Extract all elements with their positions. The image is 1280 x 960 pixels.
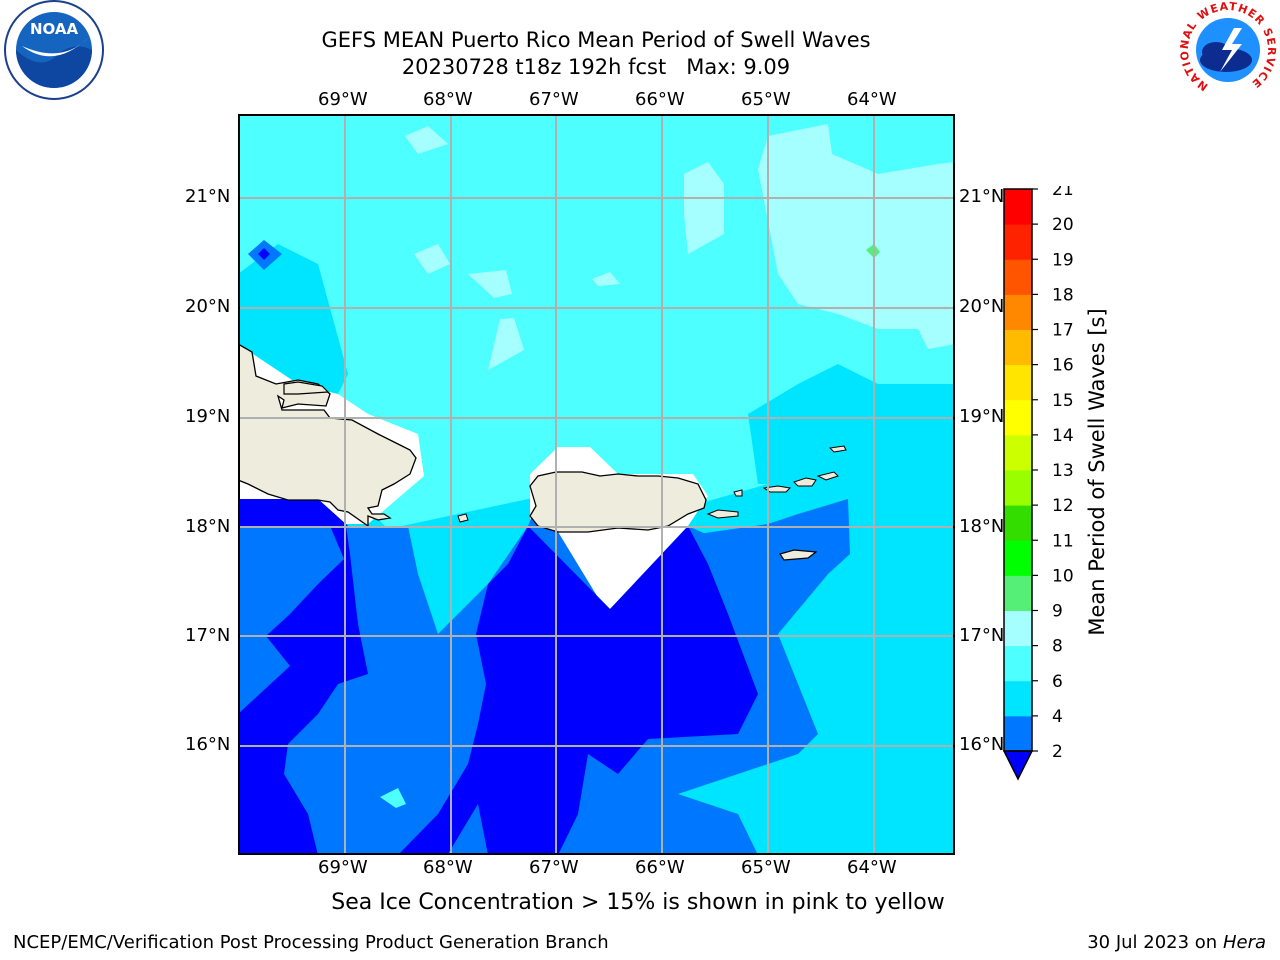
colorbar-bin	[1004, 470, 1032, 506]
colorbar-tick-label: 11	[1052, 531, 1074, 551]
top-lon-label: 65°W	[741, 89, 791, 110]
swell-contour-8-9	[468, 270, 512, 298]
swell-contour-8-9	[414, 244, 450, 274]
bottom-lon-label: 64°W	[847, 857, 897, 878]
footer-date-text: 30 Jul 2023 on	[1087, 932, 1218, 953]
top-lon-label: 66°W	[635, 89, 685, 110]
footer-date: 30 Jul 2023 on Hera	[1087, 932, 1266, 953]
land-tortola	[816, 471, 839, 481]
swell-contour-8-9	[592, 272, 620, 286]
colorbar-tick-label: 2	[1052, 742, 1063, 762]
top-lon-label: 68°W	[423, 89, 473, 110]
left-lat-label: 16°N	[185, 734, 231, 755]
right-lat-label: 21°N	[959, 186, 1005, 207]
colorbar-tick-label: 12	[1052, 496, 1074, 516]
land-culebra	[706, 509, 739, 519]
land-anegada	[828, 445, 847, 453]
colorbar-bin	[1004, 645, 1032, 682]
colorbar-bin	[1004, 364, 1032, 401]
left-lat-label: 17°N	[185, 625, 231, 646]
colorbar-tick-label: 6	[1052, 672, 1063, 692]
colorbar-tick-label: 15	[1052, 391, 1074, 411]
right-lat-label: 20°N	[959, 296, 1005, 317]
swell-contour-8-9	[405, 126, 448, 154]
left-lat-label: 18°N	[185, 516, 231, 537]
swell-contour-below-2	[258, 248, 270, 260]
map-title-line1: GEFS MEAN Puerto Rico Mean Period of Swe…	[321, 28, 871, 52]
colorbar-bin	[1004, 680, 1032, 717]
colorbar-tick-label: 21	[1052, 186, 1074, 200]
land-mona-island	[457, 513, 469, 523]
colorbar-label: Mean Period of Swell Waves [s]	[1085, 308, 1109, 636]
colorbar-extension	[1002, 750, 1034, 781]
bottom-lon-label: 69°W	[318, 857, 368, 878]
bottom-lon-label: 65°W	[741, 857, 791, 878]
top-lon-label: 69°W	[318, 89, 368, 110]
colorbar-bin	[1004, 259, 1032, 295]
footer-machine: Hera	[1222, 932, 1266, 953]
swell-contour-2-4	[698, 499, 848, 594]
colorbar: 2 4 6 8 9 10 11 12 13 14 15 16 17 18 19 20 21	[1000, 180, 1140, 786]
colorbar-bin	[1004, 505, 1032, 541]
graticule	[238, 114, 955, 855]
colorbar-tick-label: 10	[1052, 566, 1074, 586]
swell-contour-8-9	[488, 318, 524, 370]
bottom-lon-label: 67°W	[529, 857, 579, 878]
colorbar-tick-label: 13	[1052, 461, 1074, 481]
colorbar-bin	[1004, 610, 1032, 647]
colorbar-bin	[1004, 399, 1032, 436]
bottom-lon-label: 68°W	[423, 857, 473, 878]
map-frame	[238, 114, 955, 855]
footer-credit: NCEP/EMC/Verification Post Processing Pr…	[13, 932, 609, 953]
nws-logo: NATIONAL WEATHER SERVICE	[1176, 0, 1280, 100]
top-lon-label: 64°W	[847, 89, 897, 110]
land-st-john	[793, 477, 817, 487]
colorbar-bin	[1004, 715, 1032, 752]
land-st-croix	[779, 549, 818, 561]
colorbar-tick-label: 19	[1052, 250, 1074, 270]
left-lat-label: 20°N	[185, 296, 231, 317]
colorbar-tick-label: 8	[1052, 637, 1063, 657]
colorbar-bin	[1004, 575, 1032, 611]
colorbar-graphic: 2 4 6 8 9 10 11 12 13 14 15 16 17 18 19 20 21	[1002, 180, 1074, 781]
colorbar-bin	[1004, 189, 1032, 225]
sea-ice-note: Sea Ice Concentration > 15% is shown in …	[331, 890, 945, 915]
right-lat-label: 17°N	[959, 625, 1005, 646]
colorbar-bin	[1004, 540, 1032, 576]
left-lat-label: 19°N	[185, 406, 231, 427]
colorbar-bin	[1004, 224, 1032, 260]
left-lat-label: 21°N	[185, 186, 231, 207]
right-lat-label: 16°N	[959, 734, 1005, 755]
colorbar-tick-label: 17	[1052, 321, 1074, 341]
swell-contour-6-8	[380, 788, 406, 808]
swell-period-map	[237, 114, 955, 855]
colorbar-tick-label: 9	[1052, 602, 1063, 622]
bottom-lon-label: 66°W	[635, 857, 685, 878]
map-title-line2: 20230728 t18z 192h fcst Max: 9.09	[401, 55, 791, 79]
swell-contour-8-9	[684, 162, 724, 254]
swell-contour-below-2	[398, 526, 758, 855]
colorbar-bin	[1004, 434, 1032, 471]
colorbar-bin	[1004, 329, 1032, 366]
land-tortuga	[283, 381, 330, 395]
colorbar-tick-label: 4	[1052, 707, 1063, 727]
land-hispaniola	[237, 342, 417, 528]
right-lat-label: 19°N	[959, 406, 1005, 427]
swell-contour-4-6	[748, 364, 955, 484]
right-lat-label: 18°N	[959, 516, 1005, 537]
swell-contour-8-9	[758, 124, 955, 349]
land-vieques	[733, 489, 743, 497]
noaa-logo-text: NOAA	[30, 20, 79, 38]
colorbar-tick-label: 18	[1052, 285, 1074, 305]
swell-contour-below-2	[238, 526, 368, 855]
top-lon-label: 67°W	[529, 89, 579, 110]
colorbar-tick-label: 20	[1052, 215, 1074, 235]
colorbar-tick-label: 16	[1052, 356, 1074, 376]
colorbar-bin	[1004, 294, 1032, 330]
noaa-logo: NOAA	[2, 0, 106, 104]
colorbar-tick-label: 14	[1052, 426, 1074, 446]
swell-contour-below-2	[238, 499, 348, 526]
